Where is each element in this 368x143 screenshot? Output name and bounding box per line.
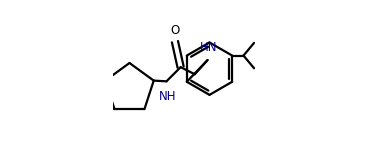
Text: O: O — [170, 24, 180, 37]
Text: NH: NH — [159, 90, 176, 103]
Text: HN: HN — [199, 41, 217, 54]
